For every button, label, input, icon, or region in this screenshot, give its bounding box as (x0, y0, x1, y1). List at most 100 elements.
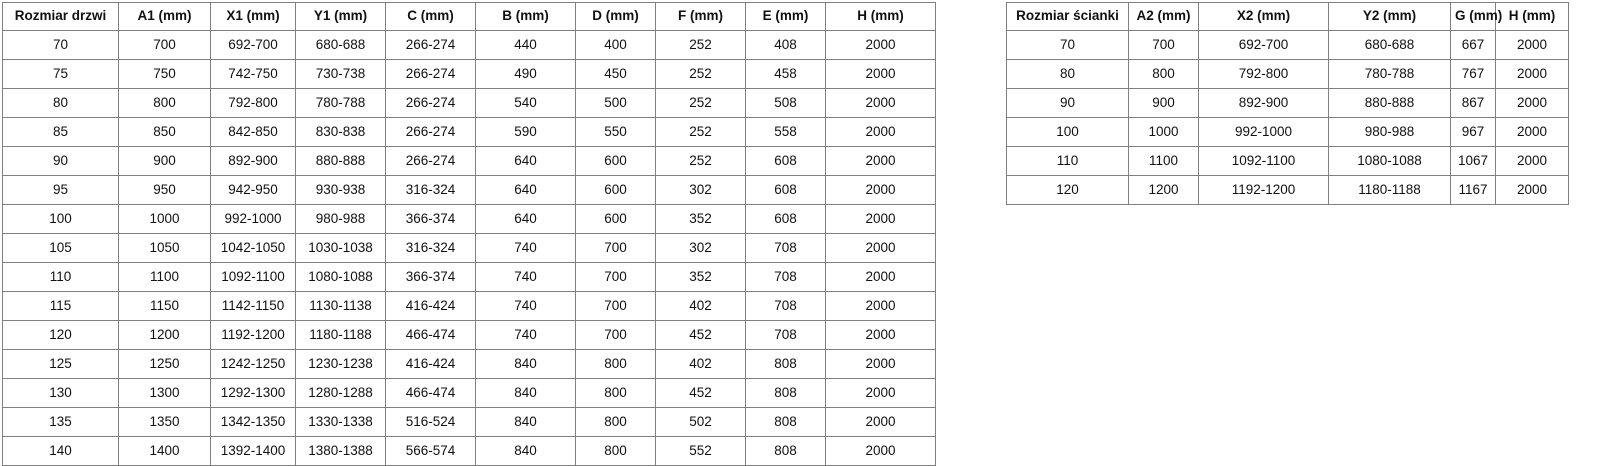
door-column-header-4: C (mm) (385, 2, 476, 31)
table-cell: 2000 (825, 204, 936, 234)
table-cell: 842-850 (210, 117, 296, 147)
table-cell: 880-888 (295, 146, 386, 176)
table-cell: 2000 (825, 88, 936, 118)
door-column-header-1: A1 (mm) (118, 2, 211, 31)
table-cell: 1192-1200 (210, 320, 296, 350)
door-column-header-8: E (mm) (745, 2, 826, 31)
table-cell: 892-900 (1198, 88, 1329, 118)
table-row: 70 700 692-700 680-688 667 2000 (1006, 30, 1569, 60)
table-row: 80 800 792-800 780-788 266-274 540 500 252 508 20… (2, 88, 936, 118)
table-cell: 808 (745, 436, 826, 466)
table-row: 125 1250 1242-1250 1230-1238 416-424 840 800 40… (2, 349, 936, 379)
table-cell: 708 (745, 233, 826, 263)
table-cell: 1230-1238 (295, 349, 386, 379)
table-cell: 800 (118, 88, 211, 118)
table-cell: 600 (575, 175, 656, 205)
table-cell: 115 (2, 291, 119, 321)
table-cell: 140 (2, 436, 119, 466)
table-cell: 70 (2, 30, 119, 60)
table-cell: 992-1000 (1198, 117, 1329, 147)
table-row: 90 900 892-900 880-888 266-274 640 600 252 608 20… (2, 146, 936, 176)
table-cell: 1130-1138 (295, 291, 386, 321)
table-cell: 742-750 (210, 59, 296, 89)
table-cell: 640 (475, 204, 576, 234)
table-cell: 1292-1300 (210, 378, 296, 408)
table-cell: 1000 (118, 204, 211, 234)
table-cell: 120 (1006, 175, 1129, 205)
table-cell: 416-424 (385, 291, 476, 321)
table-cell: 1050 (118, 233, 211, 263)
table-cell: 2000 (825, 378, 936, 408)
table-cell: 750 (118, 59, 211, 89)
table-cell: 1067 (1450, 146, 1496, 176)
table-cell: 1280-1288 (295, 378, 386, 408)
table-cell: 700 (575, 320, 656, 350)
table-cell: 1300 (118, 378, 211, 408)
table-cell: 708 (745, 320, 826, 350)
table-cell: 608 (745, 175, 826, 205)
table-cell: 900 (118, 146, 211, 176)
table-cell: 1400 (118, 436, 211, 466)
table-cell: 800 (1128, 59, 1199, 89)
table-cell: 408 (745, 30, 826, 60)
table-row: 105 1050 1042-1050 1030-1038 316-324 740 700 30… (2, 233, 936, 263)
table-cell: 70 (1006, 30, 1129, 60)
table-cell: 930-938 (295, 175, 386, 205)
table-row: 70 700 692-700 680-688 266-274 440 400 252 408 20… (2, 30, 936, 60)
table-cell: 1350 (118, 407, 211, 437)
table-cell: 1167 (1450, 175, 1496, 205)
table-cell: 252 (655, 88, 746, 118)
door-dimensions-table: Rozmiar drzwi A1 (mm) X1 (mm) Y1 (mm) C (mm)… (2, 2, 936, 466)
table-cell: 608 (745, 146, 826, 176)
table-cell: 1042-1050 (210, 233, 296, 263)
table-cell: 840 (475, 349, 576, 379)
table-cell: 1080-1088 (1328, 146, 1451, 176)
table-cell: 266-274 (385, 30, 476, 60)
table-cell: 1142-1150 (210, 291, 296, 321)
table-cell: 366-374 (385, 262, 476, 292)
table-cell: 85 (2, 117, 119, 147)
table-cell: 100 (2, 204, 119, 234)
table-cell: 80 (2, 88, 119, 118)
table-cell: 120 (2, 320, 119, 350)
table-cell: 1180-1188 (1328, 175, 1451, 205)
table-cell: 352 (655, 204, 746, 234)
table-cell: 692-700 (1198, 30, 1329, 60)
door-column-header-2: X1 (mm) (210, 2, 296, 31)
table-cell: 316-324 (385, 175, 476, 205)
table-cell: 416-424 (385, 349, 476, 379)
panel-column-header-0: Rozmiar ścianki (1006, 2, 1129, 31)
table-cell: 450 (575, 59, 656, 89)
table-row: 110 1100 1092-1100 1080-1088 366-374 740 700 35… (2, 262, 936, 292)
table-row: 95 950 942-950 930-938 316-324 640 600 302 608 20… (2, 175, 936, 205)
table-cell: 840 (475, 378, 576, 408)
table-cell: 2000 (825, 320, 936, 350)
table-row: 100 1000 992-1000 980-988 366-374 640 600 352 60… (2, 204, 936, 234)
table-cell: 740 (475, 233, 576, 263)
table-cell: 266-274 (385, 59, 476, 89)
table-cell: 1330-1338 (295, 407, 386, 437)
table-cell: 135 (2, 407, 119, 437)
panel-column-header-2: X2 (mm) (1198, 2, 1329, 31)
table-cell: 2000 (1495, 30, 1569, 60)
table-cell: 458 (745, 59, 826, 89)
table-cell: 2000 (825, 262, 936, 292)
panel-column-header-3: Y2 (mm) (1328, 2, 1451, 31)
table-cell: 2000 (825, 349, 936, 379)
table-cell: 980-988 (295, 204, 386, 234)
table-cell: 1242-1250 (210, 349, 296, 379)
table-cell: 608 (745, 204, 826, 234)
table-cell: 130 (2, 378, 119, 408)
table-row: 110 1100 1092-1100 1080-1088 1067 2000 (1006, 146, 1569, 176)
table-cell: 680-688 (295, 30, 386, 60)
table-cell: 867 (1450, 88, 1496, 118)
table-cell: 792-800 (210, 88, 296, 118)
table-cell: 1342-1350 (210, 407, 296, 437)
table-row: 90 900 892-900 880-888 867 2000 (1006, 88, 1569, 118)
table-cell: 700 (575, 262, 656, 292)
table-cell: 2000 (825, 146, 936, 176)
table-cell: 402 (655, 291, 746, 321)
table-cell: 640 (475, 175, 576, 205)
table-cell: 792-800 (1198, 59, 1329, 89)
table-row: 115 1150 1142-1150 1130-1138 416-424 740 700 40… (2, 291, 936, 321)
